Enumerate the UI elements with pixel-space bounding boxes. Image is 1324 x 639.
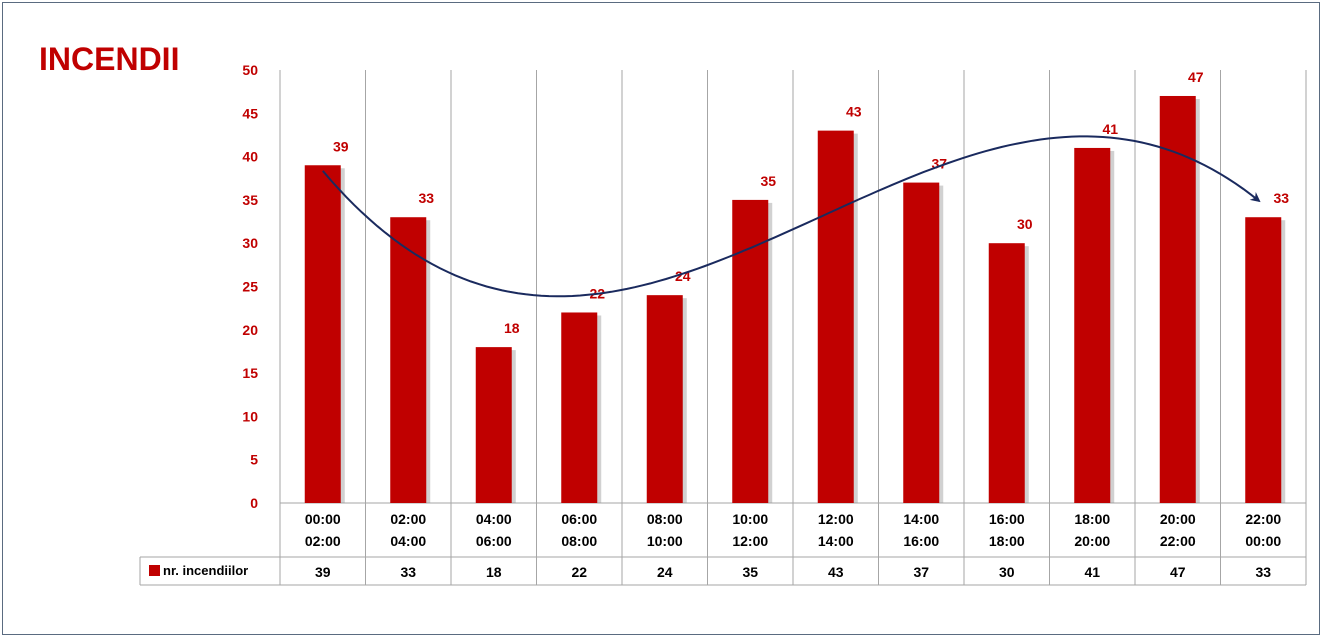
x-category-label: 14:00	[903, 511, 939, 527]
bar	[1245, 217, 1282, 503]
bar	[1074, 147, 1111, 503]
x-category-label: 22:00	[1160, 533, 1196, 549]
y-tick-label: 15	[242, 365, 258, 381]
x-category-label: 16:00	[989, 511, 1025, 527]
y-axis: 0 5 10 15 20 25 30 35 40 45 50	[242, 62, 258, 511]
x-category-label: 08:00	[561, 533, 597, 549]
x-category-label: 04:00	[390, 533, 426, 549]
x-category-label: 04:00	[476, 511, 512, 527]
grid-lines	[279, 70, 1307, 557]
table-value: 22	[571, 564, 587, 580]
table-value: 33	[400, 564, 416, 580]
x-category-label: 14:00	[818, 533, 854, 549]
table-value: 43	[828, 564, 844, 580]
bar	[817, 130, 854, 503]
trendline-curve	[322, 135, 1261, 298]
x-category-label: 12:00	[818, 511, 854, 527]
y-tick-label: 25	[242, 279, 258, 295]
table-value: 39	[315, 564, 331, 580]
bar	[304, 165, 341, 503]
x-category-label: 06:00	[476, 533, 512, 549]
table-value: 24	[657, 564, 673, 580]
data-label: 18	[504, 320, 520, 336]
data-label: 30	[1017, 216, 1033, 232]
data-label: 39	[333, 138, 349, 154]
y-tick-label: 50	[242, 62, 258, 78]
y-tick-label: 5	[250, 452, 258, 468]
x-category-label: 02:00	[305, 533, 341, 549]
data-label: 33	[1273, 190, 1289, 206]
table-value: 33	[1255, 564, 1271, 580]
bar	[1159, 95, 1196, 503]
x-category-label: 06:00	[561, 511, 597, 527]
data-label: 35	[760, 173, 776, 189]
x-category-label: 00:00	[1245, 533, 1281, 549]
data-label: 43	[846, 104, 862, 120]
table-value: 41	[1084, 564, 1100, 580]
table-value: 37	[913, 564, 929, 580]
bar	[903, 182, 940, 503]
x-category-label: 20:00	[1160, 511, 1196, 527]
x-category-label: 02:00	[390, 511, 426, 527]
x-category-label: 10:00	[647, 533, 683, 549]
x-category-label: 20:00	[1074, 533, 1110, 549]
bar	[561, 312, 598, 503]
x-category-label: 00:00	[305, 511, 341, 527]
x-category-label: 12:00	[732, 533, 768, 549]
x-category-label: 10:00	[732, 511, 768, 527]
data-label: 33	[418, 190, 434, 206]
bar	[390, 217, 427, 503]
bar	[732, 199, 769, 503]
y-tick-label: 10	[242, 408, 258, 424]
data-table: 00:00 02:00 02:00 04:00 04:00 06:00 06:00 08:00…	[139, 511, 1307, 586]
data-label: 41	[1102, 121, 1118, 137]
x-category-label: 18:00	[1074, 511, 1110, 527]
table-value: 47	[1170, 564, 1186, 580]
table-value: 30	[999, 564, 1015, 580]
y-tick-label: 35	[242, 192, 258, 208]
x-category-label: 18:00	[989, 533, 1025, 549]
bar	[475, 347, 512, 503]
bar	[988, 243, 1025, 503]
x-category-label: 08:00	[647, 511, 683, 527]
y-tick-label: 0	[250, 495, 258, 511]
y-tick-label: 45	[242, 105, 258, 121]
trendline	[322, 135, 1261, 298]
legend-label: nr. incendiilor	[163, 563, 248, 578]
data-label: 47	[1188, 69, 1204, 85]
y-tick-label: 40	[242, 149, 258, 165]
bar	[646, 295, 683, 503]
table-value: 35	[742, 564, 758, 580]
table-value: 18	[486, 564, 502, 580]
chart-title: INCENDII	[39, 41, 180, 77]
y-tick-label: 20	[242, 322, 258, 338]
x-category-label: 22:00	[1245, 511, 1281, 527]
legend-swatch	[149, 565, 160, 576]
y-tick-label: 30	[242, 235, 258, 251]
x-category-label: 16:00	[903, 533, 939, 549]
bars	[304, 95, 1286, 503]
